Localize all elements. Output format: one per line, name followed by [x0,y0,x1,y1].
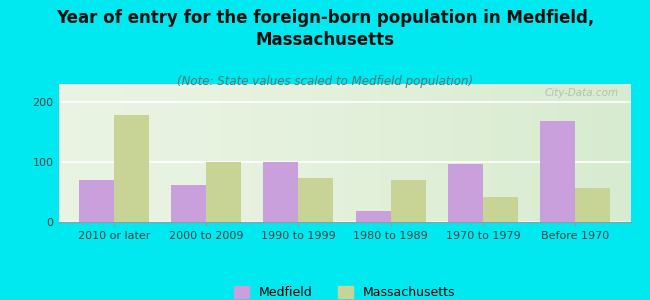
Text: City-Data.com: City-Data.com [545,88,619,98]
Legend: Medfield, Massachusetts: Medfield, Massachusetts [234,286,455,299]
Bar [391,180,426,222]
Bar [575,188,610,222]
Text: (Note: State values scaled to Medfield population): (Note: State values scaled to Medfield p… [177,75,473,88]
Bar [171,185,206,222]
Bar [114,115,149,222]
Text: Year of entry for the foreign-born population in Medfield,
Massachusetts: Year of entry for the foreign-born popul… [56,9,594,49]
Bar [263,162,298,222]
Bar [540,121,575,222]
Bar [483,197,518,222]
Bar [79,180,114,222]
Bar [356,211,391,222]
Bar [206,162,241,222]
Bar [448,164,483,222]
Bar [298,178,333,222]
